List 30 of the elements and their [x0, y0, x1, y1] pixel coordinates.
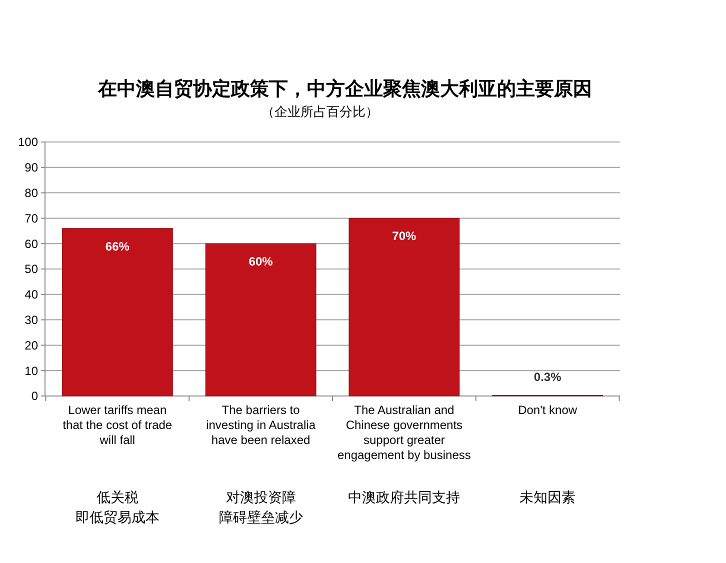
y-tick-label: 90 [24, 160, 38, 175]
y-tick-label: 30 [24, 313, 38, 327]
y-tick-label: 80 [24, 186, 38, 200]
text: 未知因素 [520, 490, 576, 506]
y-tick-label: 10 [24, 364, 38, 378]
text: 低关税 [96, 490, 138, 506]
text: 对澳投资障 [226, 490, 296, 506]
x-tick-label: The barriers to investing in Australia have been relaxed [206, 403, 316, 447]
data-label: 66% [105, 239, 130, 254]
chart-subtitle: （企业所占百分比） [262, 105, 378, 120]
data-label: 0.3% [534, 370, 562, 384]
data-label: 70% [392, 229, 417, 244]
y-tick-label: 50 [24, 262, 38, 276]
x-tick-label: Lower tariffs mean that the cost of trade will fall [62, 403, 172, 447]
text: 障碍壁垒减少 [218, 510, 303, 526]
bar [62, 228, 173, 396]
y-tick-label: 20 [24, 338, 38, 352]
data-label: 60% [248, 254, 274, 269]
y-tick-label: 60 [24, 236, 38, 251]
text: 即低贸易成本 [75, 510, 160, 526]
bar [348, 218, 460, 396]
y-tick-label: 0 [31, 389, 38, 404]
x-tick-label: The Australian and Chinese governments support greater engagement by business [337, 403, 471, 462]
chart-title: 在中澳自贸协定政策下，中方企业聚焦澳大利亚的主要原因 [97, 78, 592, 100]
y-tick-label: 40 [24, 288, 38, 302]
bar [205, 243, 316, 396]
x-tick-label: Don't know [518, 403, 578, 417]
text: 中澳政府共同支持 [348, 490, 460, 506]
y-tick-label: 100 [18, 135, 38, 150]
y-tick-label: 70 [24, 211, 38, 226]
